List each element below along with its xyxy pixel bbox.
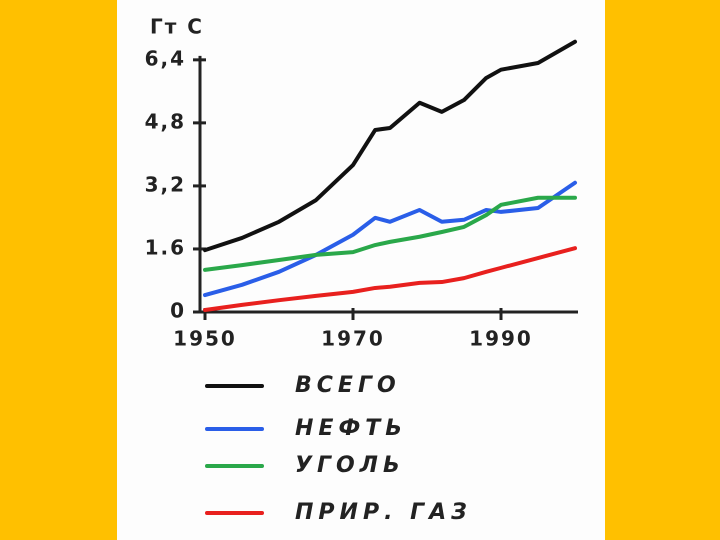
legend-label: УГОЛЬ	[295, 453, 405, 478]
y-tick-label: 6,4	[145, 46, 186, 70]
y-tick-label: 0	[170, 299, 186, 323]
series-line	[203, 39, 577, 253]
y-axis-label: Гт С	[150, 15, 204, 39]
legend-label: НЕФТЬ	[295, 416, 407, 441]
legend-label: ВСЕГО	[295, 373, 401, 398]
panel	[117, 0, 605, 540]
legend-label: ПРИР. ГАЗ	[295, 500, 472, 525]
y-tick-label: 1.6	[145, 235, 186, 259]
series-line	[203, 246, 577, 313]
x-tick-label: 1970	[321, 327, 385, 351]
series-line	[203, 195, 577, 272]
x-tick-label: 1950	[173, 327, 237, 351]
y-tick-label: 3,2	[145, 172, 186, 196]
y-tick-label: 4,8	[145, 109, 186, 133]
series-line	[203, 180, 577, 298]
x-tick-label: 1990	[469, 327, 533, 351]
